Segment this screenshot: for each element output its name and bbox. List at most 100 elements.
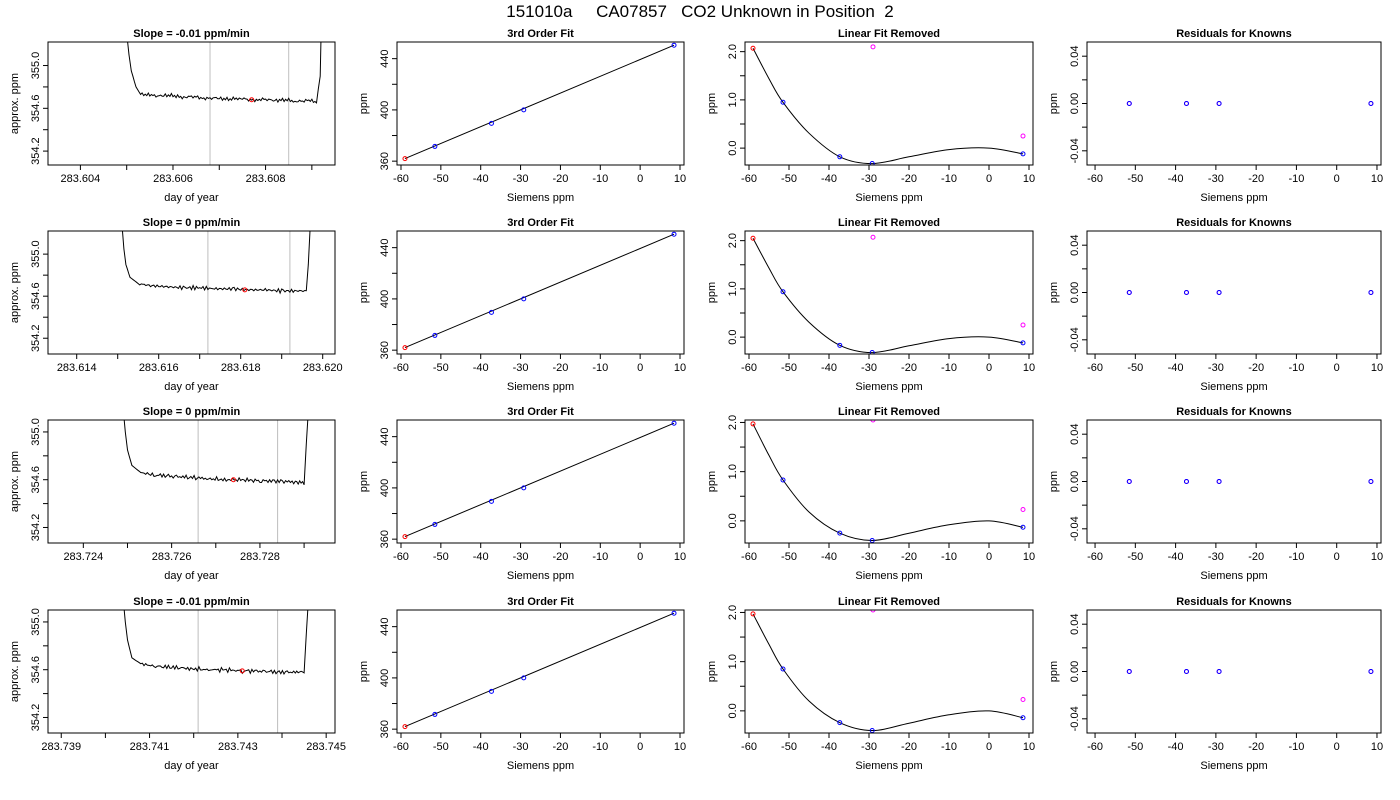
x-tick-label: 283.724 [63,551,103,563]
y-tick-label: 1.0 [727,92,739,107]
x-tick-label: -50 [1127,741,1143,753]
x-tick-label: -60 [393,551,409,563]
y-tick-label: 0.0 [727,140,739,155]
x-tick-label: 0 [986,551,992,563]
x-tick-label: -20 [1248,362,1264,374]
y-tick-label: 2.0 [727,605,739,620]
x-tick-label: 0 [637,173,643,185]
y-tick-label: 0.00 [1069,282,1081,303]
blue-point [488,120,494,126]
residual-curve [752,423,1024,542]
blue-point [432,332,438,338]
panel-title: 3rd Order Fit [507,217,574,229]
x-tick-label: 283.726 [152,551,192,563]
x-tick-label: 0 [1334,741,1340,753]
y-axis-label: ppm [706,93,718,114]
x-tick-label: -40 [1168,362,1184,374]
x-axis-label: Siemens ppm [1200,760,1267,772]
plot-frame [47,609,336,734]
plot-area [1126,669,1374,674]
y-tick-label: 355.0 [30,52,42,80]
blue-point [1216,669,1222,674]
blue-point [671,610,677,616]
x-tick-label: -40 [1168,551,1184,563]
plot-area [402,42,677,162]
blue-point [1368,669,1374,674]
blue-point [1020,524,1026,530]
x-tick-label: -60 [741,173,757,185]
magenta-point [1020,507,1026,513]
red-point [402,534,408,540]
x-tick-label: -60 [393,173,409,185]
magenta-point [1020,133,1026,139]
blue-point [1183,290,1189,295]
y-tick-label: 0.04 [1069,45,1081,66]
blue-point [1216,290,1222,295]
blue-point [1020,715,1026,721]
x-tick-label: 10 [674,173,686,185]
panel-title: Slope = 0 ppm/min [143,406,241,418]
blue-point [837,342,843,348]
plot-frame [1086,609,1382,734]
red-point [750,235,756,241]
blue-point [521,485,527,491]
red-point [402,345,408,351]
x-tick-label: -30 [513,362,529,374]
y-tick-label: 2.0 [727,415,739,430]
y-tick-label: 400 [379,669,391,687]
y-tick-label: 0.00 [1069,471,1081,492]
x-tick-label: 0 [1334,551,1340,563]
x-tick-label: 0 [637,741,643,753]
plot-area [402,610,677,730]
x-tick-label: -20 [901,741,917,753]
blue-point [837,530,843,536]
x-tick-label: 10 [674,362,686,374]
x-tick-label: -40 [821,551,837,563]
y-axis-label: ppm [358,661,370,682]
y-tick-label: 354.2 [30,514,42,542]
blue-point [488,498,494,504]
blue-point [1020,340,1026,346]
y-tick-label: 0.04 [1069,423,1081,444]
red-point [402,724,408,730]
blue-point [1126,669,1132,674]
plot-area [123,420,309,486]
x-tick-label: -40 [821,741,837,753]
y-tick-label: 400 [379,101,391,119]
y-tick-label: 0.0 [727,703,739,718]
plot-area [1126,479,1374,484]
x-tick-label: 283.741 [130,741,170,753]
y-tick-label: 0.0 [727,513,739,528]
x-tick-label: 283.608 [246,173,286,185]
x-tick-label: -30 [861,362,877,374]
x-tick-label: -30 [513,741,529,753]
plot-area [750,234,1026,354]
x-tick-label: -50 [433,741,449,753]
x-tick-label: -60 [741,741,757,753]
x-axis-label: Siemens ppm [507,192,574,204]
y-tick-label: 360 [379,152,391,170]
magenta-point [870,44,876,50]
plot-area [402,231,677,351]
y-tick-label: 360 [379,341,391,359]
red-point [750,611,756,617]
y-tick-label: 0.00 [1069,661,1081,682]
x-tick-label: 283.606 [153,173,193,185]
red-point [750,421,756,427]
x-axis-label: day of year [164,192,219,204]
x-tick-label: 10 [1371,551,1383,563]
y-tick-label: 355.0 [30,608,42,636]
blue-point [432,711,438,717]
plot-area [1126,290,1374,295]
panel-9: Slope = 0 ppm/min 283.724 283.726 283.728 35… [9,406,336,582]
blue-point [1126,101,1132,106]
panel-14: 3rd Order Fit -60 -50 -40 -30 -20 -10 0 10 360 400… [358,596,686,772]
x-tick-label: 10 [1371,741,1383,753]
x-tick-label: 10 [1371,173,1383,185]
panel-title: 3rd Order Fit [507,406,574,418]
x-tick-label: 283.614 [57,362,97,374]
x-tick-label: -50 [781,551,797,563]
x-tick-label: -50 [433,362,449,374]
blue-point [432,143,438,149]
y-tick-label: 440 [379,427,391,445]
